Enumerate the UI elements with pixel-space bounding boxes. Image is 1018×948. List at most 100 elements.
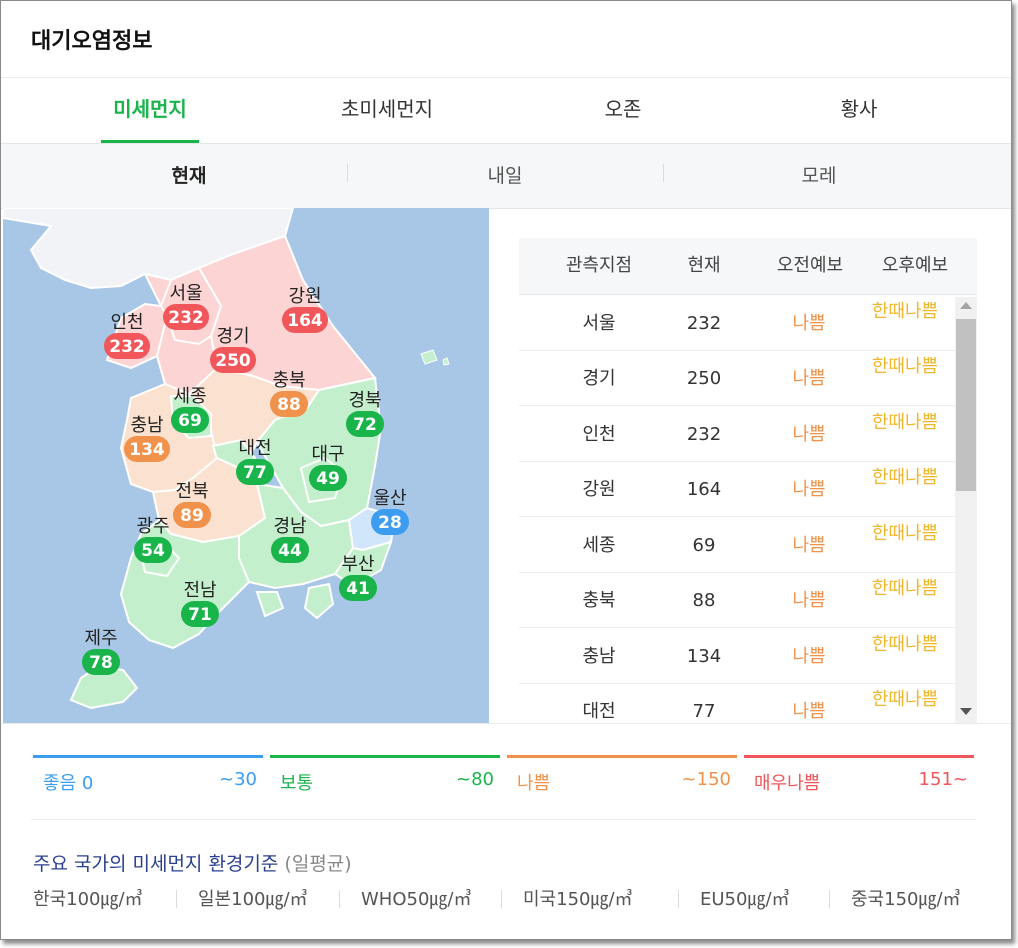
legend-label: 보통: [280, 773, 314, 794]
legend-bar-very-bad: [744, 755, 974, 758]
tab-tomorrow[interactable]: 내일: [487, 165, 523, 187]
standards-title: 주요 국가의 미세먼지 환경기준 (일평균): [33, 849, 352, 876]
map-value-badge: [371, 509, 409, 535]
cell-now: 250: [686, 368, 722, 389]
legend-label: 매우나쁨: [754, 773, 821, 794]
map-region-marker[interactable]: 세종 69: [171, 386, 209, 433]
map-region-marker[interactable]: 강원 164: [282, 286, 328, 333]
table-row[interactable]: 서울 232 나쁨 한때나쁨: [519, 295, 955, 351]
cell-am: 나쁨: [792, 646, 826, 667]
legend-bar-normal: [270, 755, 500, 758]
divider: [176, 890, 177, 908]
cell-station: 강원: [582, 479, 616, 500]
map-region-value: 89: [180, 506, 204, 526]
map-value-badge: [346, 411, 384, 437]
island-dokdo: [442, 357, 450, 366]
cell-station: 충남: [582, 646, 616, 667]
scroll-up-arrow-icon[interactable]: [960, 302, 972, 309]
map-region-marker[interactable]: 전남 71: [181, 580, 219, 627]
scroll-down-arrow-icon[interactable]: [960, 708, 972, 715]
divider: [678, 890, 679, 908]
map-value-badge: [104, 333, 150, 359]
standard-who: WHO50㎍/㎥: [361, 889, 472, 910]
header-now: 현재: [687, 255, 721, 276]
map-value-badge: [236, 459, 274, 485]
tab-today[interactable]: 현재: [171, 165, 207, 187]
map-region-marker[interactable]: 인천 232: [104, 312, 150, 359]
cell-now: 69: [692, 535, 716, 556]
map-value-badge: [181, 601, 219, 627]
island-geoje: [255, 591, 285, 618]
legend-good: 좋음 0 ~30: [33, 755, 263, 795]
map-region-value: 164: [287, 311, 323, 331]
map-region-name: 충남: [130, 415, 163, 436]
map-region-marker[interactable]: 충북 88: [270, 370, 308, 417]
map-region-marker[interactable]: 전북 89: [173, 481, 211, 528]
map-value-badge: [134, 537, 172, 563]
tab-ultrafine-dust[interactable]: 초미세먼지: [341, 97, 433, 121]
map-region-marker[interactable]: 경북 72: [346, 390, 384, 437]
map-region-marker[interactable]: 대전 77: [236, 438, 274, 485]
cell-station: 충북: [582, 590, 616, 611]
header-station: 관측지점: [565, 255, 633, 276]
map-region-marker[interactable]: 서울 232: [163, 283, 209, 330]
map-value-badge: [210, 347, 256, 373]
map-region-value: 49: [316, 469, 340, 489]
divider: [663, 164, 664, 182]
tab-fine-dust[interactable]: 미세먼지: [101, 78, 199, 143]
map-region-marker[interactable]: 부산 41: [339, 554, 377, 601]
table-row[interactable]: 인천 232 나쁨 한때나쁨: [519, 406, 955, 462]
table-header: 관측지점 현재 오전예보 오후예보: [519, 238, 977, 295]
tab-yellow-dust[interactable]: 황사: [840, 97, 878, 121]
cell-am: 나쁨: [792, 590, 826, 611]
legend-range: ~80: [456, 769, 494, 790]
map-value-badge: [124, 436, 170, 462]
map-region-name: 광주: [136, 516, 169, 537]
cell-am: 나쁨: [792, 479, 826, 500]
legend-range: 151~: [918, 769, 968, 790]
legend-label: 나쁨: [517, 773, 551, 794]
legend-bar-bad: [507, 755, 737, 758]
day-tabs: 현재 내일 모레: [1, 143, 1011, 209]
table-row[interactable]: 세종 69 나쁨 한때나쁨: [519, 517, 955, 573]
map-region-value: 69: [178, 411, 202, 431]
table-row[interactable]: 충북 88 나쁨 한때나쁨: [519, 572, 955, 628]
map-region-marker[interactable]: 대구 49: [309, 444, 347, 491]
cell-station: 서울: [582, 313, 616, 334]
header-am-forecast: 오전예보: [776, 255, 844, 276]
cell-am: 나쁨: [792, 424, 826, 445]
tab-ozone[interactable]: 오존: [604, 97, 642, 121]
map-region-marker[interactable]: 경기 250: [210, 326, 256, 373]
table-row[interactable]: 강원 164 나쁨 한때나쁨: [519, 461, 955, 517]
cell-am: 나쁨: [792, 535, 826, 556]
tab-day-after-tomorrow[interactable]: 모레: [801, 165, 837, 187]
header-pm-forecast: 오후예보: [881, 255, 949, 276]
map-value-badge: [173, 502, 211, 528]
standards-title-text: 주요 국가의 미세먼지 환경기준: [33, 853, 279, 875]
table-row[interactable]: 충남 134 나쁨 한때나쁨: [519, 628, 955, 684]
map-value-badge: [171, 407, 209, 433]
map-region-name: 전북: [175, 481, 208, 502]
table-row[interactable]: 경기 250 나쁨 한때나쁨: [519, 350, 955, 406]
map-region-marker[interactable]: 경남 44: [271, 516, 309, 563]
scroll-thumb[interactable]: [956, 319, 976, 491]
table-scrollbar[interactable]: [955, 297, 977, 723]
legend-bad: 나쁨 ~150: [507, 755, 737, 795]
station-table: 관측지점 현재 오전예보 오후예보 서울 232 나쁨 한때나쁨 경기 250 …: [519, 238, 977, 723]
map-region-value: 54: [141, 541, 165, 561]
map-region-marker[interactable]: 광주 54: [134, 516, 172, 563]
map-region-marker[interactable]: 울산 28: [371, 488, 409, 535]
map-region-marker[interactable]: 제주 78: [82, 628, 120, 675]
map-region-marker[interactable]: 충남 134: [124, 415, 170, 462]
cell-now: 88: [692, 590, 716, 611]
map-region-value: 250: [215, 351, 251, 371]
cell-now: 77: [692, 701, 716, 722]
cell-pm: 한때나쁨: [871, 689, 939, 710]
cell-station: 인천: [582, 424, 616, 445]
map-region-value: 78: [89, 653, 113, 673]
table-row[interactable]: 대전 77 나쁨 한때나쁨: [519, 683, 955, 723]
divider: [1, 77, 1011, 78]
widget-title: 대기오염정보: [31, 29, 153, 54]
legend-range: ~30: [219, 769, 257, 790]
legend-normal: 보통 ~80: [270, 755, 500, 795]
